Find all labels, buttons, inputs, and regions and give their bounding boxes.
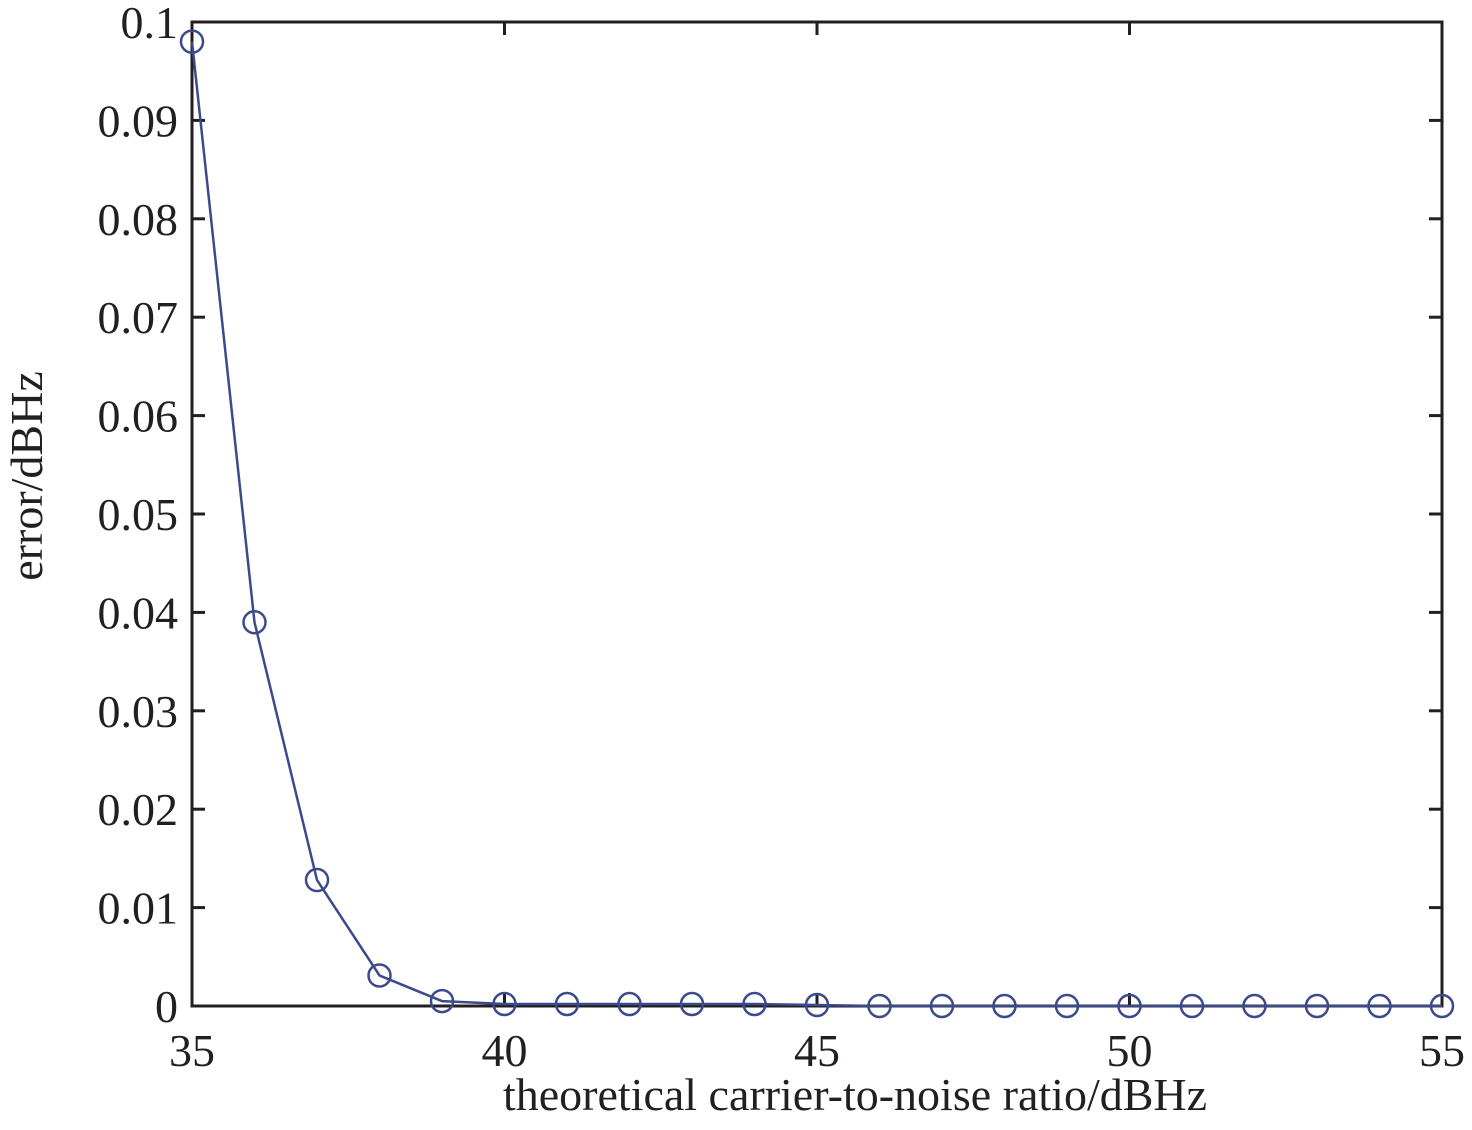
data-point bbox=[1429, 993, 1455, 1019]
data-point bbox=[179, 29, 205, 54]
data-point bbox=[429, 988, 455, 1014]
x-tick-label: 45 bbox=[794, 1025, 840, 1076]
y-tick-label: 0.06 bbox=[98, 391, 179, 442]
plot-frame bbox=[190, 20, 1444, 1008]
data-point bbox=[867, 993, 892, 1019]
data-point bbox=[804, 992, 830, 1018]
data-point bbox=[1304, 993, 1330, 1019]
y-tick-label: 0.02 bbox=[98, 784, 179, 835]
y-axis-label: error/dBHz bbox=[1, 371, 52, 580]
data-line bbox=[190, 41, 1442, 1008]
data-point bbox=[1117, 993, 1142, 1019]
x-tick-label: 35 bbox=[169, 1025, 215, 1076]
data-point bbox=[242, 609, 267, 635]
data-point bbox=[1179, 993, 1205, 1019]
data-point bbox=[367, 963, 392, 988]
y-tick-label: 0.01 bbox=[98, 883, 179, 934]
data-point bbox=[742, 991, 767, 1017]
x-axis-label: theoretical carrier-to-noise ratio/dBHz bbox=[503, 1069, 1207, 1120]
y-tick-label: 0.1 bbox=[121, 0, 179, 48]
y-tick-label: 0 bbox=[155, 981, 178, 1032]
x-tick-label: 40 bbox=[482, 1025, 528, 1076]
data-point bbox=[1242, 993, 1267, 1019]
y-tick-label: 0.05 bbox=[98, 489, 179, 540]
data-point bbox=[1054, 993, 1080, 1019]
data-point bbox=[992, 993, 1017, 1019]
data-point bbox=[554, 991, 580, 1017]
data-point bbox=[679, 991, 705, 1017]
x-tick-label: 55 bbox=[1419, 1025, 1465, 1076]
data-point bbox=[929, 993, 955, 1019]
y-tick-label: 0.09 bbox=[98, 95, 179, 146]
data-point bbox=[617, 991, 642, 1017]
data-point bbox=[492, 991, 517, 1017]
data-point bbox=[1367, 993, 1392, 1019]
y-tick-label: 0.07 bbox=[98, 292, 179, 343]
data-point bbox=[304, 867, 330, 893]
x-tick-label: 50 bbox=[1107, 1025, 1153, 1076]
y-tick-label: 0.04 bbox=[98, 587, 179, 638]
y-tick-label: 0.03 bbox=[98, 686, 179, 737]
y-tick-label: 0.08 bbox=[98, 194, 179, 245]
